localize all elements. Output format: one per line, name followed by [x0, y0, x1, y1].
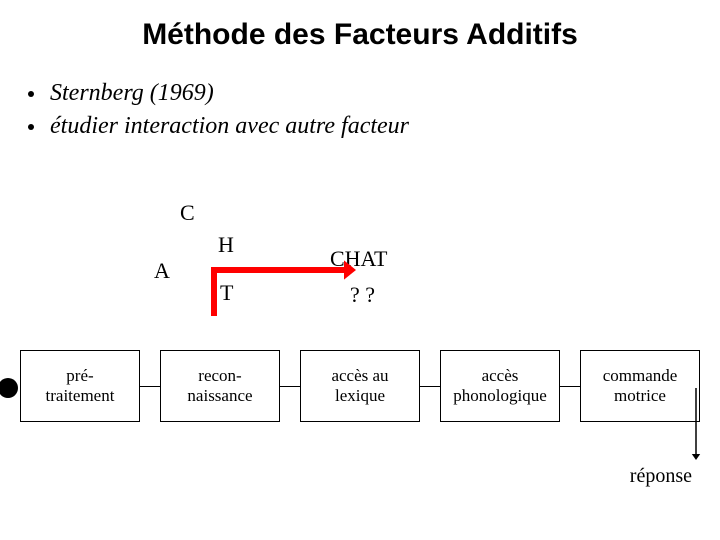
stage-label: recon- naissance: [187, 366, 252, 407]
stage-reconnaissance: recon- naissance: [160, 350, 280, 422]
question-marks: ? ?: [350, 282, 375, 308]
stage-connector: [420, 350, 440, 422]
stage-motrice: commande motrice: [580, 350, 700, 422]
stage-phonologique: accès phonologique: [440, 350, 560, 422]
letter-A: A: [154, 258, 170, 284]
stage-label: commande motrice: [603, 366, 678, 407]
letter-H: H: [218, 232, 234, 258]
processing-stages: pré- traitement recon- naissance accès a…: [20, 350, 700, 422]
stage-label: pré- traitement: [46, 366, 115, 407]
stage-connector: [280, 350, 300, 422]
letter-C: C: [180, 200, 195, 226]
stage-lexique: accès au lexique: [300, 350, 420, 422]
stage-label: accès phonologique: [453, 366, 547, 407]
result-word: CHAT: [330, 246, 387, 272]
bullet-text: Sternberg (1969): [50, 80, 214, 107]
letter-T: T: [220, 280, 233, 306]
stage-connector: [560, 350, 580, 422]
page-title: Méthode des Facteurs Additifs: [0, 0, 720, 52]
bullet-list: Sternberg (1969) étudier interaction ave…: [0, 52, 720, 140]
stimulus-letters: C H A T CHAT ? ?: [150, 200, 450, 330]
response-label: réponse: [630, 465, 692, 488]
stage-connector: [140, 350, 160, 422]
bullet-item: étudier interaction avec autre facteur: [28, 113, 720, 140]
bullet-dot-icon: [28, 124, 34, 130]
bullet-item: Sternberg (1969): [28, 80, 720, 107]
stage-label: accès au lexique: [331, 366, 388, 407]
stimulus-dot-icon: [0, 378, 18, 398]
bullet-text: étudier interaction avec autre facteur: [50, 113, 409, 140]
bullet-dot-icon: [28, 91, 34, 97]
stage-pretraitement: pré- traitement: [20, 350, 140, 422]
